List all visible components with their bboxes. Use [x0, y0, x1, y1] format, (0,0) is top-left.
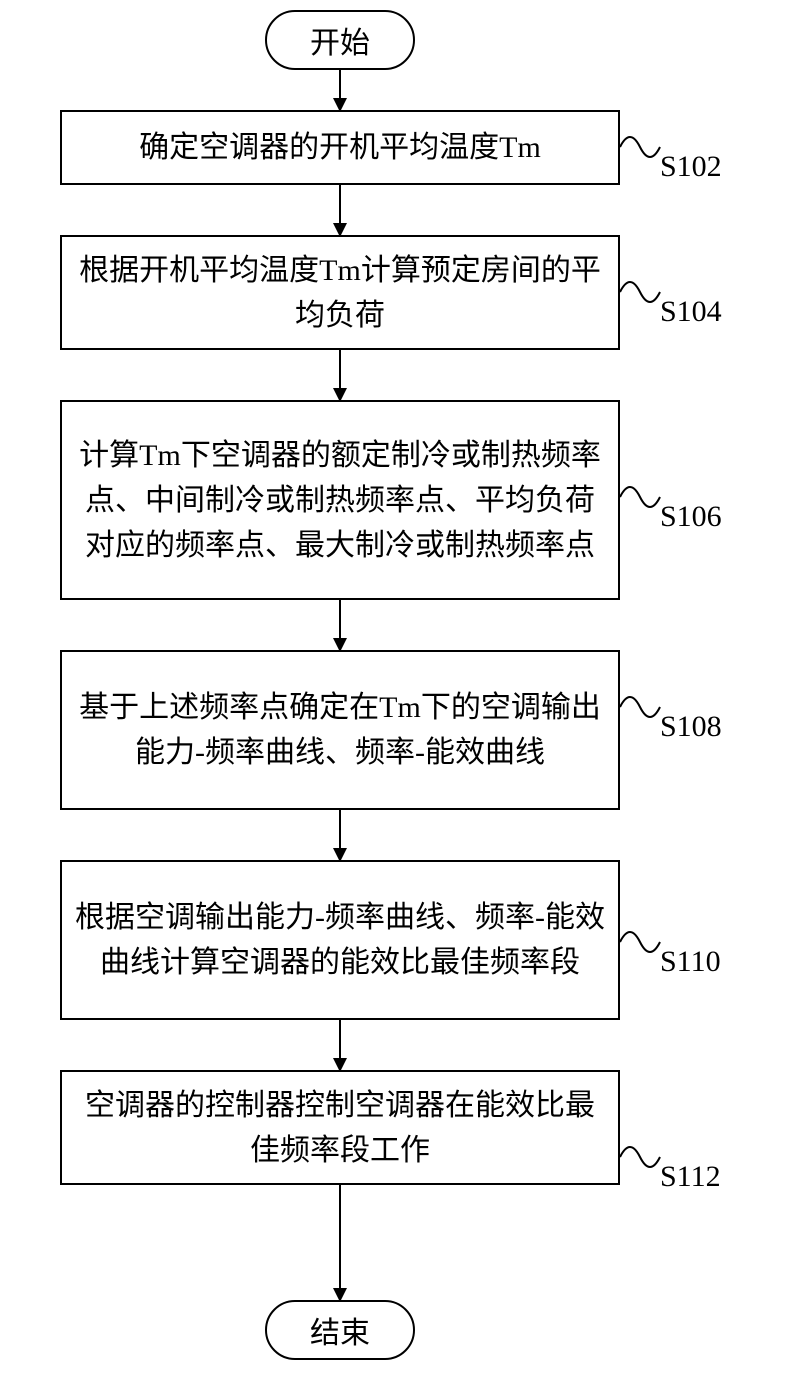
connector-S104 [620, 280, 660, 320]
step-box-S110: 根据空调输出能力-频率曲线、频率-能效曲线计算空调器的能效比最佳频率段 [60, 860, 620, 1020]
terminal-start-text: 开始 [310, 18, 370, 62]
step-text: 根据空调输出能力-频率曲线、频率-能效曲线计算空调器的能效比最佳频率段 [74, 895, 606, 985]
connector-S110 [620, 930, 660, 970]
step-box-S112: 空调器的控制器控制空调器在能效比最佳频率段工作 [60, 1070, 620, 1185]
connector-S102 [620, 135, 660, 175]
step-label-S108: S108 [660, 710, 722, 744]
flowchart-canvas: 开始 确定空调器的开机平均温度Tm S102 根据开机平均温度Tm计算预定房间的… [0, 0, 800, 1381]
step-text: 计算Tm下空调器的额定制冷或制热频率点、中间制冷或制热频率点、平均负荷对应的频率… [74, 433, 606, 568]
arrow-4 [340, 810, 341, 860]
step-label-S110: S110 [660, 945, 721, 979]
arrow-3 [340, 600, 341, 650]
terminal-end-text: 结束 [310, 1308, 370, 1352]
connector-S112 [620, 1145, 660, 1185]
arrow-0 [340, 70, 341, 110]
step-box-S106: 计算Tm下空调器的额定制冷或制热频率点、中间制冷或制热频率点、平均负荷对应的频率… [60, 400, 620, 600]
arrow-6 [340, 1185, 341, 1300]
connector-S108 [620, 695, 660, 735]
step-box-S104: 根据开机平均温度Tm计算预定房间的平均负荷 [60, 235, 620, 350]
terminal-start: 开始 [265, 10, 415, 70]
arrow-2 [340, 350, 341, 400]
step-box-S108: 基于上述频率点确定在Tm下的空调输出能力-频率曲线、频率-能效曲线 [60, 650, 620, 810]
step-label-S104: S104 [660, 295, 722, 329]
terminal-end: 结束 [265, 1300, 415, 1360]
step-text: 确定空调器的开机平均温度Tm [139, 125, 541, 170]
step-label-S102: S102 [660, 150, 722, 184]
step-label-S112: S112 [660, 1160, 721, 1194]
arrow-1 [340, 185, 341, 235]
connector-S106 [620, 485, 660, 525]
arrow-5 [340, 1020, 341, 1070]
step-box-S102: 确定空调器的开机平均温度Tm [60, 110, 620, 185]
step-text: 根据开机平均温度Tm计算预定房间的平均负荷 [74, 248, 606, 338]
step-text: 基于上述频率点确定在Tm下的空调输出能力-频率曲线、频率-能效曲线 [74, 685, 606, 775]
step-text: 空调器的控制器控制空调器在能效比最佳频率段工作 [74, 1083, 606, 1173]
step-label-S106: S106 [660, 500, 722, 534]
